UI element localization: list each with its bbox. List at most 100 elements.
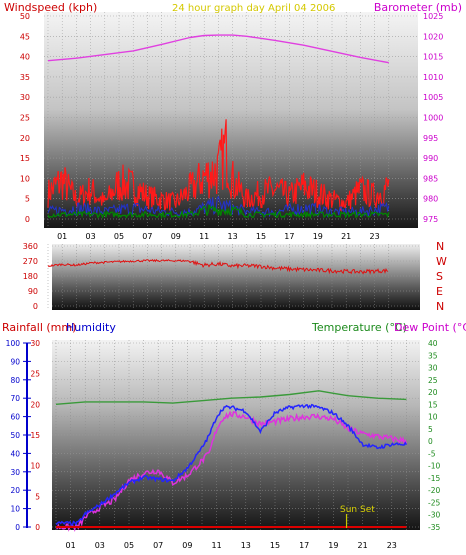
humidity-hour-tick: 19 (328, 541, 338, 550)
rainfall-tick-label: 20 (30, 400, 40, 409)
wind-tick-label: 5 (25, 195, 30, 204)
rainfall-tick-label: 10 (30, 462, 40, 471)
humidity-tick-label: 40 (10, 449, 20, 458)
tick-labels: 0510152025303540455097598098599099510001… (6, 12, 447, 550)
humidity-hour-tick: 21 (358, 541, 368, 550)
wind-hour-tick: 21 (341, 232, 351, 241)
temperature-tick-label: -20 (428, 486, 440, 495)
wind-tick-label: 30 (20, 93, 30, 102)
humidity-tick-label: 80 (10, 376, 20, 385)
wind-hour-tick: 11 (199, 232, 209, 241)
humidity-tick-label: 30 (10, 468, 20, 477)
wind-hour-tick: 05 (114, 232, 124, 241)
humidity-tick-label: 0 (15, 523, 20, 532)
wind-hour-tick: 07 (142, 232, 152, 241)
wind-speed-line (47, 119, 390, 213)
barometer-tick-label: 1010 (423, 73, 443, 82)
temperature-tick-label: 10 (428, 413, 438, 422)
windspeed-axis-title: Windspeed (kph) (4, 1, 97, 14)
wind-hour-tick: 13 (228, 232, 238, 241)
temperature-tick-label: 15 (428, 400, 438, 409)
humidity-hour-tick: 01 (66, 541, 76, 550)
temperature-tick-label: -35 (428, 523, 440, 532)
humidity-hour-tick: 23 (387, 541, 397, 550)
rainfall-axis-title: Rainfall (mm) (2, 321, 76, 334)
temperature-tick-label: -30 (428, 511, 440, 520)
direction-tick-label: 180 (23, 272, 38, 281)
humidity-hour-tick: 15 (270, 541, 280, 550)
wind-tick-label: 45 (20, 32, 30, 41)
direction-tick-label: 90 (28, 287, 38, 296)
barometer-tick-label: 1000 (423, 114, 443, 123)
temperature-tick-label: 40 (428, 339, 438, 348)
wind-tick-label: 25 (20, 114, 30, 123)
graph-title: 24 hour graph day April 04 2006 (172, 3, 335, 14)
barometer-tick-label: 1015 (423, 53, 443, 62)
barometer-tick-label: 995 (423, 134, 438, 143)
wind-hour-tick: 09 (171, 232, 181, 241)
direction-panel-background (52, 244, 420, 310)
wind-low-line (47, 204, 390, 220)
wind-tick-label: 40 (20, 53, 30, 62)
humidity-tick-label: 60 (10, 413, 20, 422)
wind-tick-label: 20 (20, 134, 30, 143)
barometer-tick-label: 1020 (423, 32, 443, 41)
temperature-axis-title: Temperature (°C) (311, 321, 407, 334)
humidity-tick-label: 90 (10, 357, 20, 366)
humidity-tick-label: 20 (10, 486, 20, 495)
humidity-hour-tick: 17 (299, 541, 309, 550)
rainfall-tick-label: 15 (30, 431, 40, 440)
compass-label: N (436, 240, 444, 253)
compass-label: W (436, 255, 447, 268)
temperature-tick-label: -25 (428, 498, 440, 507)
data-marks (23, 34, 408, 533)
humidity-hour-tick: 11 (212, 541, 222, 550)
wind-hour-tick: 19 (313, 232, 323, 241)
direction-tick-label: 0 (33, 302, 38, 311)
wind-hour-tick: 17 (284, 232, 294, 241)
wind-hour-tick: 01 (57, 232, 67, 241)
temperature-tick-label: 0 (428, 437, 433, 446)
humidity-hour-tick: 09 (182, 541, 192, 550)
rainfall-tick-label: 0 (35, 523, 40, 532)
wind-hour-tick: 03 (86, 232, 96, 241)
compass-label: N (436, 300, 444, 313)
barometer-tick-label: 990 (423, 154, 438, 163)
temperature-tick-label: 20 (428, 388, 438, 397)
wind-tick-label: 50 (20, 12, 30, 21)
wind-hour-tick: 23 (370, 232, 380, 241)
direction-tick-label: 270 (23, 257, 38, 266)
temperature-tick-label: -15 (428, 474, 440, 483)
temperature-tick-label: -5 (428, 449, 436, 458)
barometer-tick-label: 1005 (423, 93, 443, 102)
humidity-tick-label: 10 (10, 505, 20, 514)
compass-label: S (436, 270, 443, 283)
wind-direction-line (47, 258, 389, 275)
humidity-tick-label: 70 (10, 394, 20, 403)
barometer-tick-label: 1025 (423, 12, 443, 21)
humidity-tick-label: 100 (6, 339, 21, 348)
dew-point-axis-title: Dew Point (°C) (394, 321, 466, 334)
humidity-hour-tick: 07 (153, 541, 163, 550)
temperature-tick-label: 5 (428, 425, 433, 434)
rainfall-tick-label: 5 (35, 492, 40, 501)
wind-tick-label: 35 (20, 73, 30, 82)
temperature-tick-label: 35 (428, 351, 438, 360)
barometer-axis-title: Barometer (mb) (374, 1, 462, 14)
wind-hour-tick: 15 (256, 232, 266, 241)
direction-tick-label: 360 (23, 242, 38, 251)
temperature-tick-label: -10 (428, 462, 440, 471)
rainfall-tick-label: 30 (30, 339, 40, 348)
humidity-hour-tick: 05 (124, 541, 134, 550)
temperature-tick-label: 30 (428, 364, 438, 373)
barometer-tick-label: 975 (423, 215, 438, 224)
humidity-axis-title: Humidity (66, 321, 116, 334)
humidity-hour-tick: 13 (241, 541, 251, 550)
barometer-line (47, 34, 389, 64)
wind-tick-label: 15 (20, 154, 30, 163)
barometer-tick-label: 985 (423, 174, 438, 183)
sunset-annotation: Sun Set (340, 505, 375, 515)
barometer-tick-label: 980 (423, 195, 438, 204)
